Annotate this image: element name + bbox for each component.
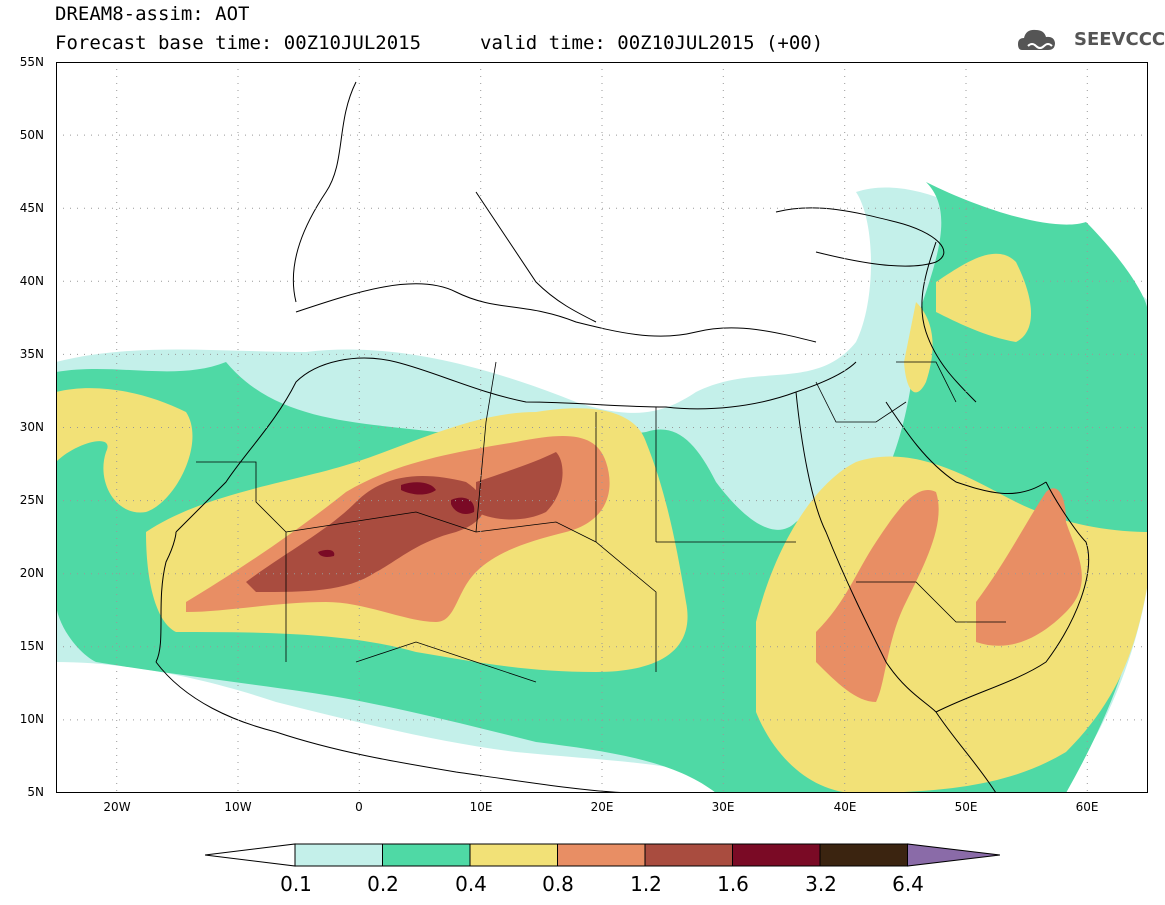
y-label-35n: 35N — [19, 347, 44, 361]
x-label-10e: 10E — [469, 800, 493, 814]
aot-map — [56, 62, 1148, 793]
legend-box-2 — [382, 843, 471, 867]
legend-label-3.2: 3.2 — [805, 872, 837, 896]
x-label-20e: 20E — [590, 800, 614, 814]
aot-band-1.6 — [318, 482, 475, 557]
legend-box-5 — [644, 843, 733, 867]
legend-label-0.4: 0.4 — [455, 872, 487, 896]
coastlines — [155, 81, 1090, 793]
legend-box-1 — [294, 843, 383, 867]
legend-box-7 — [819, 843, 908, 867]
valid-time: valid time: 00Z10JUL2015 (+00) — [480, 32, 824, 54]
legend-label-0.8: 0.8 — [542, 872, 574, 896]
y-label-15n: 15N — [19, 639, 44, 653]
x-label-10w: 10W — [224, 800, 252, 814]
borders — [196, 361, 1006, 683]
legend-box-3 — [469, 843, 558, 867]
y-label-5n: 5N — [27, 785, 44, 799]
x-label-0: 0 — [355, 800, 363, 814]
y-label-30n: 30N — [19, 420, 44, 434]
y-label-20n: 20N — [19, 566, 44, 580]
map-title: DREAM8-assim: AOT — [55, 3, 250, 25]
y-label-10n: 10N — [19, 712, 44, 726]
legend-arrow-low — [205, 843, 296, 867]
color-legend — [205, 843, 1000, 867]
aot-band-1.2 — [246, 452, 563, 592]
legend-arrow-high — [907, 843, 1000, 867]
legend-label-6.4: 6.4 — [892, 872, 924, 896]
seevccc-logo-icon — [1018, 29, 1055, 50]
y-label-55n: 55N — [19, 55, 44, 69]
x-label-40e: 40E — [833, 800, 857, 814]
legend-label-0.1: 0.1 — [280, 872, 312, 896]
x-label-60e: 60E — [1075, 800, 1099, 814]
forecast-base-time: Forecast base time: 00Z10JUL2015 — [55, 32, 422, 54]
x-label-50e: 50E — [954, 800, 978, 814]
legend-label-1.2: 1.2 — [630, 872, 662, 896]
y-label-50n: 50N — [19, 128, 44, 142]
legend-label-1.6: 1.6 — [717, 872, 749, 896]
y-label-45n: 45N — [19, 201, 44, 215]
graticule — [56, 62, 1148, 793]
x-label-20w: 20W — [103, 800, 131, 814]
y-label-40n: 40N — [19, 274, 44, 288]
legend-label-0.2: 0.2 — [367, 872, 399, 896]
legend-box-4 — [557, 843, 646, 867]
x-label-30e: 30E — [711, 800, 735, 814]
y-label-25n: 25N — [19, 493, 44, 507]
logo-text: SEEVCCC — [1074, 29, 1165, 50]
legend-box-6 — [732, 843, 821, 867]
